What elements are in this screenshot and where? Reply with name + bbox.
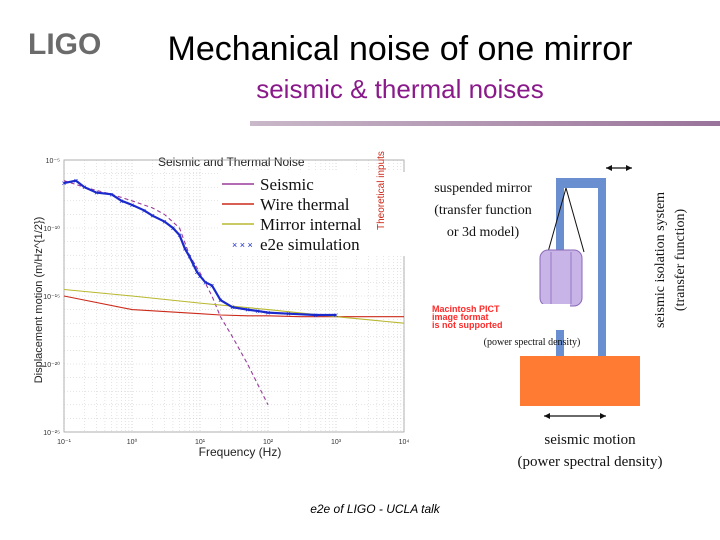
e2e-simulation-point: × [162, 218, 167, 227]
ground-motion-arrow [544, 413, 606, 419]
mirror-body [539, 249, 583, 307]
e2e-simulation-point: × [334, 311, 339, 320]
series-wire-thermal-line [63, 295, 404, 318]
e2e-simulation-point: × [230, 303, 235, 312]
x-tick-label: 10⁰ [127, 438, 138, 446]
e2e-simulation-point: × [210, 281, 215, 290]
psd-label: (power spectral density) [484, 337, 581, 348]
ligo-logo: LIGO [28, 28, 101, 61]
x-tick-label: 10⁻¹ [57, 439, 71, 446]
ground-label-line-2: (power spectral density) [518, 454, 663, 470]
e2e-simulation-point: × [191, 261, 196, 270]
y-tick-label: 10⁻¹⁵ [43, 294, 60, 301]
title-rule [250, 121, 720, 126]
legend-box [218, 172, 410, 256]
mirror-label-line-1: suspended mirror [434, 181, 532, 196]
e2e-simulation-point: × [266, 309, 271, 318]
slide-footer: e2e of LIGO - UCLA talk [310, 502, 440, 516]
placeholder-line-3: is not supported [432, 320, 503, 330]
e2e-simulation-point: × [171, 224, 176, 233]
e2e-simulation-point: × [203, 278, 208, 287]
suspension-wire-right [565, 187, 585, 253]
x-tick-label: 10² [263, 439, 274, 446]
mirror-label-line-3: or 3d model) [447, 225, 520, 240]
e2e-simulation-point: × [94, 189, 99, 198]
placeholder-line-1: Macintosh PICT [432, 304, 500, 314]
slide-title: Mechanical noise of one mirror [167, 30, 633, 68]
legend-label-e2e-simulation: e2e simulation [260, 235, 360, 254]
e2e-simulation-point: × [195, 268, 200, 277]
e2e-simulation-point: × [119, 197, 124, 206]
x-axis-label: Frequency (Hz) [199, 445, 282, 459]
isolation-label-line-2: (transfer function) [673, 209, 688, 312]
e2e-simulation-markers: × ××× ×× ×××××××××××× ××× × × × × × × [62, 177, 339, 320]
legend-label-wire-thermal: Wire thermal [260, 195, 350, 214]
legend-label-seismic: Seismic [260, 175, 314, 194]
e2e-simulation-point: × [109, 190, 114, 199]
e2e-simulation-point: × [150, 212, 155, 221]
mirror-label-line-2: (transfer function [434, 203, 532, 218]
y-tick-labels: 10⁻⁵ 10⁻¹⁰ 10⁻¹⁵ 10⁻²⁰ 10⁻²⁵ [43, 158, 60, 437]
e2e-simulation-point: × [313, 311, 318, 320]
e2e-simulation-point: × [198, 272, 203, 281]
y-tick-label: 10⁻²⁵ [43, 430, 60, 437]
unsupported-image-placeholder: Macintosh PICT image format is not suppo… [426, 304, 570, 330]
e2e-simulation-point: × [255, 307, 260, 316]
e2e-simulation-point: × [177, 231, 182, 240]
y-axis-label: Displacement motion (m/Hz^{1/2}) [33, 217, 45, 384]
e2e-simulation-point: × [82, 183, 87, 192]
e2e-simulation-point: × [183, 245, 188, 254]
suspension-right-post [598, 178, 606, 358]
y-tick-label: 10⁻⁵ [46, 158, 60, 165]
suspension-wire-left [547, 187, 567, 253]
y-tick-label: 10⁻¹⁰ [43, 225, 60, 233]
e2e-simulation-point: × [245, 306, 250, 315]
ground-label-line-1: seismic motion [544, 432, 636, 448]
e2e-simulation-point: × [142, 206, 147, 215]
x-tick-label: 10¹ [195, 439, 206, 446]
e2e-simulation-point: × [187, 253, 192, 262]
slide-subtitle: seismic & thermal noises [256, 74, 544, 104]
legend-note: Theoretical inputs [376, 151, 387, 230]
e2e-simulation-point: × [130, 201, 135, 210]
x-tick-label: 10⁴ [399, 439, 410, 446]
placeholder-box [426, 304, 570, 330]
e2e-simulation-point: × [74, 177, 79, 186]
suspension-top-beam [556, 178, 600, 188]
y-tick-label: 10⁻²⁰ [43, 361, 60, 369]
legend-e2e-marker: × × × [232, 240, 253, 250]
e2e-simulation-point: × [218, 296, 223, 305]
x-tick-labels: 10⁻¹ 10⁰ 10¹ 10² 10³ 10⁴ [57, 438, 409, 446]
figure-canvas: Seismic and Thermal Noise 10⁻⁵ 10⁻¹⁰ 10⁻¹⁵… [30, 148, 688, 470]
e2e-simulation-point: × [62, 179, 67, 188]
ground-block [520, 356, 640, 406]
series-e2e-simulation-line [63, 179, 336, 317]
legend-label-mirror-internal: Mirror internal [260, 215, 362, 234]
suspension-diagram [520, 165, 642, 419]
x-tick-label: 10³ [331, 439, 342, 446]
e2e-simulation-point: × [286, 310, 291, 319]
top-motion-arrow [606, 165, 632, 171]
logo-text: LIGO [28, 28, 101, 61]
placeholder-line-2: image format [432, 312, 489, 322]
chart-title: Seismic and Thermal Noise [158, 155, 305, 169]
series-seismic-line [63, 180, 269, 406]
isolation-label-line-1: seismic isolation system [653, 192, 668, 328]
